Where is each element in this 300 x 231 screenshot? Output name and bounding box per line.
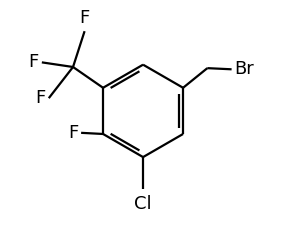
Text: F: F — [35, 89, 45, 107]
Text: F: F — [28, 53, 38, 71]
Text: Cl: Cl — [134, 195, 152, 213]
Text: F: F — [80, 9, 90, 27]
Text: F: F — [68, 124, 78, 142]
Text: Br: Br — [234, 60, 254, 78]
